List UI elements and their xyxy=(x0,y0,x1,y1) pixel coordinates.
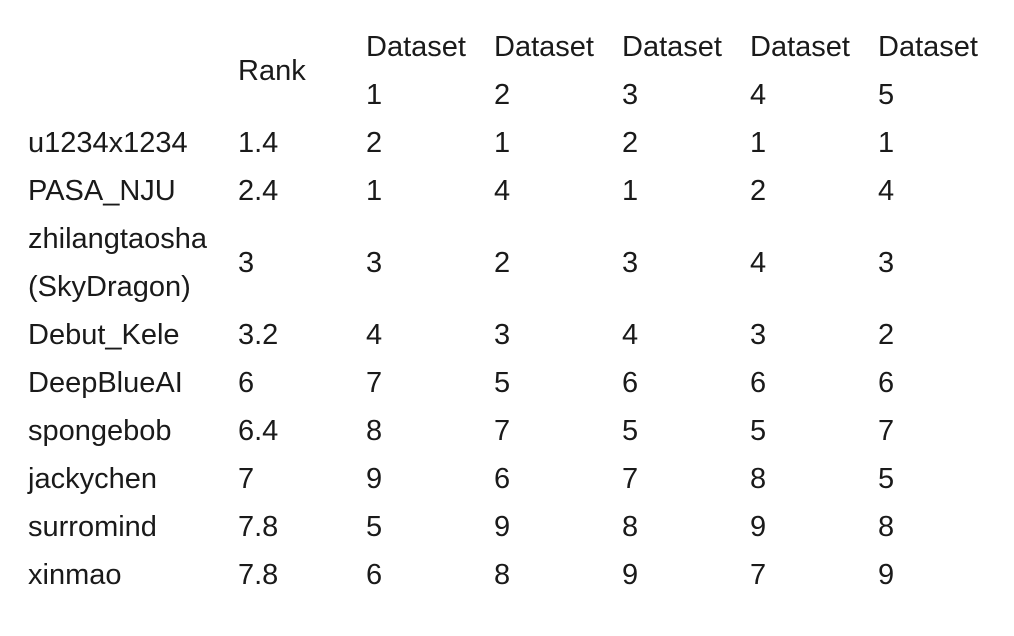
header-dataset-4-line1: Dataset xyxy=(750,31,850,63)
header-dataset-3-line2: 3 xyxy=(622,79,639,111)
row-4-d2: 3 xyxy=(494,319,511,351)
row-9-d1: 6 xyxy=(366,559,383,591)
header-dataset-2-line1: Dataset xyxy=(494,31,594,63)
header-dataset-2-line2: 2 xyxy=(494,79,511,111)
row-3-name-line1: zhilangtaosha xyxy=(28,223,207,255)
row-8-d3: 8 xyxy=(622,511,639,543)
row-2-name: PASA_NJU xyxy=(28,175,176,207)
row-7-rank: 7 xyxy=(238,463,255,495)
row-6-d4: 5 xyxy=(750,415,767,447)
row-4-d3: 4 xyxy=(622,319,639,351)
row-6-d5: 7 xyxy=(878,415,895,447)
row-5-d4: 6 xyxy=(750,367,767,399)
row-7-d5: 5 xyxy=(878,463,895,495)
row-8-d5: 8 xyxy=(878,511,895,543)
row-8-d2: 9 xyxy=(494,511,511,543)
row-8-rank: 7.8 xyxy=(238,511,279,543)
row-1-d3: 2 xyxy=(622,127,639,159)
row-6-d3: 5 xyxy=(622,415,639,447)
row-3-name-line2: (SkyDragon) xyxy=(28,271,191,303)
header-dataset-5-line2: 5 xyxy=(878,79,895,111)
row-9-rank: 7.8 xyxy=(238,559,279,591)
row-1-name: u1234x1234 xyxy=(28,127,188,159)
row-2-d4: 2 xyxy=(750,175,767,207)
row-8-d1: 5 xyxy=(366,511,383,543)
header-dataset-3-line1: Dataset xyxy=(622,31,722,63)
row-4-d1: 4 xyxy=(366,319,383,351)
row-1-d1: 2 xyxy=(366,127,383,159)
row-9-d2: 8 xyxy=(494,559,511,591)
row-5-d2: 5 xyxy=(494,367,511,399)
row-5-d3: 6 xyxy=(622,367,639,399)
row-7-d4: 8 xyxy=(750,463,767,495)
row-3-rank: 3 xyxy=(238,247,255,279)
header-dataset-1-line1: Dataset xyxy=(366,31,466,63)
row-7-name: jackychen xyxy=(28,463,157,495)
row-9-name: xinmao xyxy=(28,559,122,591)
row-1-d2: 1 xyxy=(494,127,511,159)
row-9-d4: 7 xyxy=(750,559,767,591)
row-5-name: DeepBlueAI xyxy=(28,367,183,399)
row-7-d2: 6 xyxy=(494,463,511,495)
row-4-d5: 2 xyxy=(878,319,895,351)
row-5-d1: 7 xyxy=(366,367,383,399)
row-5-rank: 6 xyxy=(238,367,255,399)
row-6-d2: 7 xyxy=(494,415,511,447)
header-rank: Rank xyxy=(238,55,306,87)
row-3-d5: 3 xyxy=(878,247,895,279)
row-9-d5: 9 xyxy=(878,559,895,591)
row-3-d1: 3 xyxy=(366,247,383,279)
row-8-d4: 9 xyxy=(750,511,767,543)
row-8-name: surromind xyxy=(28,511,157,543)
row-6-name: spongebob xyxy=(28,415,172,447)
row-9-d3: 9 xyxy=(622,559,639,591)
row-3-d2: 2 xyxy=(494,247,511,279)
header-dataset-5-line1: Dataset xyxy=(878,31,978,63)
row-4-name: Debut_Kele xyxy=(28,319,180,351)
row-7-d3: 7 xyxy=(622,463,639,495)
row-2-d5: 4 xyxy=(878,175,895,207)
row-7-d1: 9 xyxy=(366,463,383,495)
row-2-d1: 1 xyxy=(366,175,383,207)
row-2-d2: 4 xyxy=(494,175,511,207)
row-3-d4: 4 xyxy=(750,247,767,279)
header-dataset-4-line2: 4 xyxy=(750,79,767,111)
row-1-rank: 1.4 xyxy=(238,127,279,159)
row-4-d4: 3 xyxy=(750,319,767,351)
row-1-d4: 1 xyxy=(750,127,767,159)
row-1-d5: 1 xyxy=(878,127,895,159)
row-6-d1: 8 xyxy=(366,415,383,447)
row-2-rank: 2.4 xyxy=(238,175,279,207)
row-4-rank: 3.2 xyxy=(238,319,279,351)
header-dataset-1-line2: 1 xyxy=(366,79,383,111)
row-2-d3: 1 xyxy=(622,175,639,207)
row-3-d3: 3 xyxy=(622,247,639,279)
row-5-d5: 6 xyxy=(878,367,895,399)
row-6-rank: 6.4 xyxy=(238,415,279,447)
